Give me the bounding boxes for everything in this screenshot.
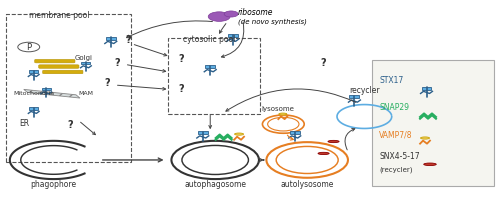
Text: Mitochondria: Mitochondria (14, 91, 55, 95)
FancyBboxPatch shape (422, 86, 432, 90)
Text: ?: ? (126, 35, 131, 46)
Text: Golgi: Golgi (75, 55, 93, 61)
Text: (recycler): (recycler) (380, 167, 413, 173)
Text: phagophore: phagophore (30, 180, 76, 189)
Circle shape (18, 42, 40, 52)
FancyBboxPatch shape (29, 107, 38, 110)
Text: ?: ? (178, 84, 184, 94)
FancyBboxPatch shape (34, 59, 75, 63)
Ellipse shape (234, 133, 244, 135)
Circle shape (224, 11, 238, 17)
Text: ?: ? (114, 58, 119, 68)
Text: STX17: STX17 (380, 76, 404, 85)
Text: lysosome: lysosome (261, 106, 294, 112)
FancyBboxPatch shape (228, 34, 237, 37)
Text: SNAP29: SNAP29 (380, 103, 410, 112)
Text: MAM: MAM (78, 91, 94, 95)
Text: ER: ER (19, 119, 29, 128)
FancyBboxPatch shape (38, 65, 79, 68)
Text: ?: ? (67, 120, 73, 130)
Text: ribosome: ribosome (238, 8, 273, 17)
Text: recycler: recycler (349, 86, 380, 95)
Text: membrane pool: membrane pool (28, 11, 89, 20)
Text: autophagosome: autophagosome (184, 180, 246, 189)
Text: ?: ? (104, 79, 110, 88)
Text: ?: ? (321, 58, 326, 68)
FancyBboxPatch shape (106, 37, 116, 40)
Ellipse shape (420, 137, 430, 139)
Text: SNX4-5-17: SNX4-5-17 (380, 152, 420, 161)
FancyBboxPatch shape (42, 88, 50, 90)
Text: ?: ? (178, 54, 184, 64)
Ellipse shape (279, 113, 287, 115)
Text: cytosolic pool: cytosolic pool (183, 35, 236, 44)
Ellipse shape (424, 163, 436, 166)
Polygon shape (24, 89, 80, 98)
Ellipse shape (328, 140, 339, 143)
Bar (168, 38, 260, 114)
Bar (6, 15, 130, 162)
FancyBboxPatch shape (29, 70, 38, 73)
Text: VAMP7/8: VAMP7/8 (380, 130, 413, 139)
FancyBboxPatch shape (206, 65, 215, 68)
Bar (372, 60, 494, 186)
FancyBboxPatch shape (290, 131, 300, 134)
Text: (de novo synthesis): (de novo synthesis) (238, 19, 306, 25)
FancyBboxPatch shape (350, 95, 360, 98)
FancyBboxPatch shape (82, 62, 90, 64)
Ellipse shape (318, 152, 329, 155)
Text: autolysosome: autolysosome (280, 180, 334, 189)
Text: P: P (26, 42, 32, 51)
FancyBboxPatch shape (198, 131, 207, 134)
FancyBboxPatch shape (42, 70, 83, 74)
Circle shape (208, 12, 230, 21)
